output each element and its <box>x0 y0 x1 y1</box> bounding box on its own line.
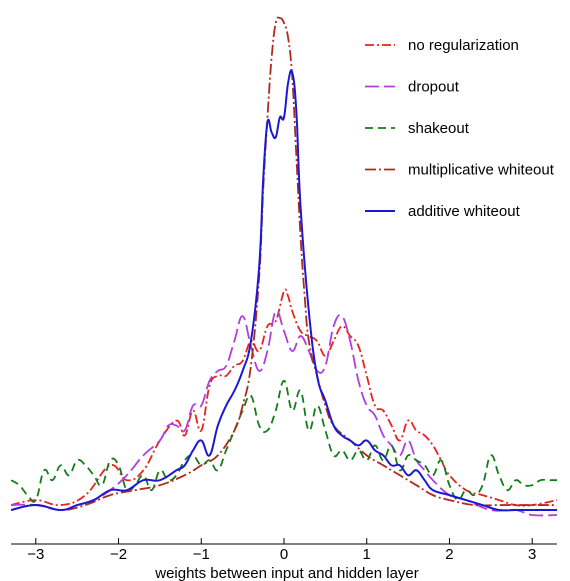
series-line-additive-whiteout <box>11 69 557 512</box>
legend-label-shakeout: shakeout <box>408 120 470 137</box>
x-tick-label: 1 <box>363 546 371 563</box>
series-line-multiplicative-whiteout <box>11 16 557 511</box>
plot-area <box>11 16 557 517</box>
x-tick-label: −2 <box>110 546 127 563</box>
legend: no regularization dropout shakeout multipli… <box>365 37 555 220</box>
x-tick-label: −3 <box>27 546 44 563</box>
legend-label-no-regularization: no regularization <box>408 37 519 54</box>
legend-label-dropout: dropout <box>408 79 460 96</box>
x-tick-label: 2 <box>445 546 453 563</box>
x-tick-label: 3 <box>528 546 536 563</box>
legend-label-additive-whiteout: additive whiteout <box>408 203 521 220</box>
x-axis: −3 −2 −1 0 1 2 3 <box>11 538 557 563</box>
x-tick-label: 0 <box>280 546 288 563</box>
series-line-dropout <box>11 309 557 517</box>
x-tick-label: −1 <box>193 546 210 563</box>
series-line-no-regularization <box>11 288 557 507</box>
series-line-shakeout <box>11 379 557 503</box>
legend-label-multiplicative-whiteout: multiplicative whiteout <box>408 162 555 179</box>
x-axis-label: weights between input and hidden layer <box>154 565 419 581</box>
